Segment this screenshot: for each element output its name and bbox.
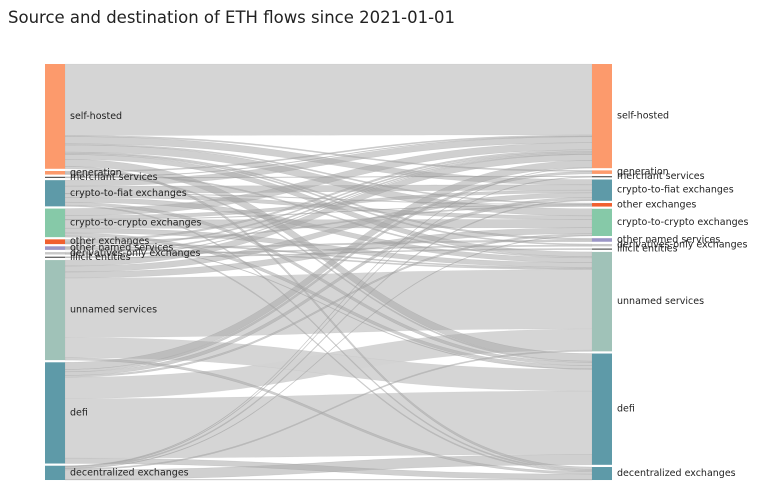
- left-node-label: unnamed services: [70, 305, 157, 316]
- flow-decentralized-exchanges-to-crypto-to-crypto-exchanges: [64, 235, 593, 469]
- right-node-defi: [592, 353, 612, 465]
- right-node-illicit-entities: [592, 248, 612, 250]
- left-node-derivatives-only-exchanges: [45, 252, 65, 255]
- left-node-label: crypto-to-fiat exchanges: [70, 188, 187, 199]
- right-node-label: other named services: [617, 234, 720, 245]
- right-node-generation: [592, 170, 612, 174]
- right-node-derivatives-only-exchanges: [592, 243, 612, 247]
- left-node-crypto-to-crypto-exchanges: [45, 208, 65, 238]
- right-node-label: crypto-to-crypto exchanges: [617, 217, 748, 228]
- left-node-label: merchant services: [70, 172, 158, 183]
- right-node-unnamed-services: [592, 251, 612, 352]
- left-node-self-hosted: [45, 64, 65, 169]
- flow-decentralized-exchanges-to-crypto-to-fiat-exchanges: [64, 199, 593, 469]
- left-node-label: other exchanges: [70, 236, 149, 247]
- right-node-label: crypto-to-fiat exchanges: [617, 185, 734, 196]
- left-node-other-named-services: [45, 246, 65, 250]
- left-node-defi: [45, 362, 65, 464]
- right-node-crypto-to-fiat-exchanges: [592, 179, 612, 201]
- right-node-self-hosted: [592, 64, 612, 169]
- right-node-merchant-services: [592, 176, 612, 178]
- right-node-label: unnamed services: [617, 296, 704, 307]
- flow-self-hosted-to-self-hosted: [64, 63, 593, 136]
- left-node-unnamed-services: [45, 260, 65, 361]
- flow-links: [64, 63, 593, 481]
- flow-decentralized-exchanges-to-decentralized-exchanges: [64, 479, 593, 481]
- left-node-crypto-to-fiat-exchanges: [45, 180, 65, 207]
- right-node-label: decentralized exchanges: [617, 468, 736, 479]
- left-node-generation: [45, 170, 65, 175]
- right-node-other-named-services: [592, 238, 612, 242]
- right-node-crypto-to-crypto-exchanges: [592, 208, 612, 236]
- left-node-label: defi: [70, 407, 88, 418]
- right-node-label: other exchanges: [617, 199, 696, 210]
- flow-nodes: [45, 64, 612, 481]
- left-node-label: other named services: [70, 243, 173, 254]
- left-node-label: self-hosted: [70, 111, 122, 122]
- flow-other-exchanges-to-other-exchanges: [64, 205, 593, 243]
- left-node-label: generation: [70, 167, 122, 178]
- flow-other-named-services-to-other-named-services: [64, 239, 593, 249]
- left-node-label: crypto-to-crypto exchanges: [70, 217, 201, 228]
- flow-defi-to-defi: [64, 390, 593, 459]
- right-node-label: merchant services: [617, 171, 705, 182]
- flow-unnamed-services-to-unnamed-services: [64, 269, 593, 338]
- right-node-label: self-hosted: [617, 111, 669, 122]
- left-node-label: decentralized exchanges: [70, 467, 189, 478]
- left-node-label: illicit entities: [70, 252, 131, 263]
- left-node-merchant-services: [45, 176, 65, 178]
- left-node-decentralized-exchanges: [45, 465, 65, 481]
- left-node-illicit-entities: [45, 256, 65, 258]
- right-node-label: illicit entities: [617, 244, 678, 255]
- right-node-other-exchanges: [592, 203, 612, 207]
- left-node-other-exchanges: [45, 239, 65, 245]
- right-node-label: derivatives-only exchanges: [617, 240, 747, 251]
- left-node-label: derivatives-only exchanges: [70, 248, 200, 259]
- chart-title: Source and destination of ETH flows sinc…: [8, 8, 456, 27]
- flow-decentralized-exchanges-to-unnamed-services: [64, 349, 593, 471]
- right-node-label: defi: [617, 404, 635, 415]
- right-node-decentralized-exchanges: [592, 467, 612, 481]
- right-node-label: generation: [617, 167, 669, 178]
